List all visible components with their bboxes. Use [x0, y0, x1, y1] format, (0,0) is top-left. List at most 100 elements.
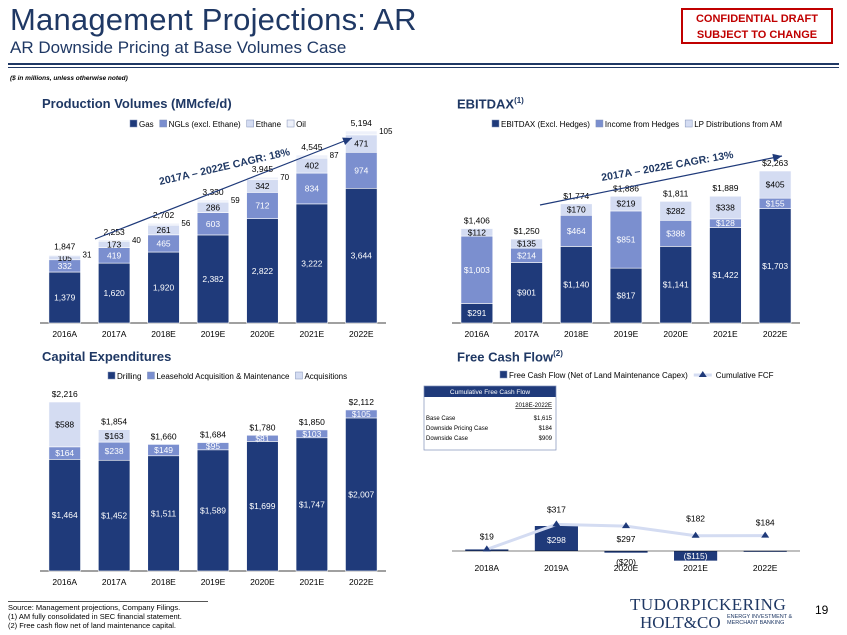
- capex-xtick-2: 2018E: [151, 577, 176, 587]
- capex-label-0-1: $1,452: [101, 511, 127, 521]
- production-heading: Production Volumes (MMcfe/d): [42, 96, 232, 111]
- ebitdax-xtick-0: 2016A: [465, 329, 490, 339]
- production-label-3-3: 59: [231, 196, 240, 205]
- capex-label-2-1: $163: [105, 431, 124, 441]
- production-bar-0-3: [196, 234, 230, 324]
- capex-legend-swatch: [107, 371, 116, 380]
- fcf-table-row-label: Downside Pricing Case: [426, 426, 489, 432]
- production-legend-swatch: [159, 119, 167, 128]
- fcf-xtick-4: 2022E: [753, 563, 778, 573]
- capex-label-0-6: $2,007: [348, 489, 374, 499]
- ebitdax-label-0-2: $1,140: [563, 280, 589, 290]
- ebitdax-legend-label: Income from Hedges: [605, 120, 679, 129]
- production-label-1-6: 974: [354, 165, 368, 175]
- capex-legend-label: Acquisitions: [304, 372, 347, 381]
- capex-total-6: $2,112: [349, 397, 375, 407]
- ebitdax-bar-2-4: [659, 201, 692, 221]
- production-bar-0-6: [345, 187, 378, 324]
- production-xtick-5: 2021E: [300, 329, 325, 339]
- production-label-3-1: 40: [132, 236, 141, 245]
- production-xtick-2: 2018E: [151, 329, 176, 339]
- capex-bar-0-2: [147, 455, 180, 572]
- capex-label-1-5: $103: [302, 429, 321, 439]
- capex-bar-1-4: [246, 434, 279, 442]
- production-label-0-6: 3,644: [351, 251, 373, 261]
- page-subtitle: AR Downside Pricing at Base Volumes Case: [10, 38, 347, 57]
- ebitdax-xtick-5: 2021E: [713, 329, 738, 339]
- fcf-table-row-label: Downside Case: [426, 436, 469, 442]
- production-label-2-6: 471: [354, 139, 368, 149]
- capex-legend-label: Drilling: [117, 372, 141, 381]
- production-label-3-5: 87: [330, 151, 339, 160]
- capex-bar-2-0: [48, 401, 81, 448]
- capex-total-3: $1,684: [200, 430, 226, 440]
- ebitdax-label-2-6: $405: [766, 180, 785, 190]
- production-label-0-5: 3,222: [301, 258, 323, 268]
- production-label-0-2: 1,920: [153, 283, 175, 293]
- capex-bar-0-5: [295, 437, 328, 572]
- fcf-table-header-bg: [424, 386, 556, 397]
- production-label-0-3: 2,382: [202, 274, 224, 284]
- ebitdax-label-2-3: $219: [617, 199, 636, 209]
- ebitdax-legend-label: EBITDAX (Excl. Hedges): [501, 120, 590, 129]
- fcf-line-label-1: $317: [547, 504, 566, 514]
- capex-xtick-4: 2020E: [250, 577, 275, 587]
- production-label-3-2: 56: [181, 219, 190, 228]
- ebitdax-label-0-6: $1,703: [762, 261, 788, 271]
- production-xtick-4: 2020E: [250, 329, 275, 339]
- capex-total-1: $1,854: [101, 417, 127, 427]
- ebitdax-bar-2-2: [560, 203, 593, 216]
- capex-xtick-6: 2022E: [349, 577, 374, 587]
- ebitdax-arrow-line: [539, 155, 783, 206]
- capex-legend-swatch: [147, 371, 155, 380]
- production-label-1-1: 419: [107, 250, 121, 260]
- fcf-bar-3: [674, 551, 718, 561]
- capex-bar-1-5: [295, 429, 328, 439]
- production-total-6: 5,194: [351, 118, 373, 128]
- ebitdax-arrow-head: [772, 153, 782, 162]
- fcf-line-label-0: $19: [480, 531, 494, 541]
- ebitdax-label-1-1: $214: [517, 250, 536, 260]
- fcf-xtick-1: 2019A: [544, 563, 569, 573]
- production-label-1-2: 465: [156, 238, 170, 248]
- fcf-xtick-3: 2021E: [683, 563, 708, 573]
- fcf-heading: Free Cash Flow(2): [457, 349, 563, 364]
- ebitdax-bar-0-3: [609, 267, 643, 324]
- capex-label-0-5: $1,747: [299, 499, 325, 509]
- ebitdax-total-2: $1,774: [563, 191, 589, 201]
- footer-rule: [8, 601, 208, 602]
- ebitdax-bar-1-0: [460, 235, 494, 304]
- production-bar-1-6: [345, 151, 378, 189]
- capex-bar-1-3: [196, 442, 230, 451]
- production-legend-label: Oil: [296, 120, 306, 129]
- ebitdax-label-1-6: $155: [766, 198, 785, 208]
- ebitdax-xtick-4: 2020E: [663, 329, 688, 339]
- fcf-table-col: 2018E-2022E: [515, 403, 552, 409]
- ebitdax-legend-label: LP Distributions from AM: [694, 120, 782, 129]
- production-label-3-4: 70: [280, 173, 289, 182]
- production-bar-3-1: [98, 239, 131, 242]
- ebitdax-heading-sup: (1): [514, 96, 524, 105]
- capex-chart: Drilling Leasehold Acquisition & Maintena…: [40, 371, 386, 587]
- fcf-xtick-0: 2018A: [475, 563, 500, 573]
- ebitdax-bar-2-1: [510, 238, 543, 249]
- ebitdax-total-5: $1,889: [712, 183, 738, 193]
- logo-tagline: ENERGY INVESTMENT & MERCHANT BANKING: [727, 614, 793, 626]
- production-legend-swatch: [129, 119, 138, 128]
- production-bar-0-2: [147, 251, 180, 324]
- ebitdax-total-3: $1,886: [613, 183, 639, 193]
- production-xtick-0: 2016A: [52, 329, 77, 339]
- ebitdax-total-0: $1,406: [464, 216, 490, 226]
- production-xtick-3: 2019E: [201, 329, 226, 339]
- capex-label-1-6: $105: [352, 409, 371, 419]
- fcf-bar-2: [604, 551, 648, 553]
- fcf-legend-label: Free Cash Flow (Net of Land Maintenance …: [509, 371, 688, 380]
- production-label-1-3: 603: [206, 219, 220, 229]
- fcf-xtick-2: 2020E: [614, 563, 639, 573]
- production-chart: Gas NGLs (excl. Ethane) Ethane Oil1,3793321…: [40, 118, 393, 339]
- confidential-line-2: SUBJECT TO CHANGE: [696, 29, 818, 41]
- fcf-line-marker-1: [552, 520, 561, 527]
- production-bar-3-2: [147, 222, 180, 226]
- fcf-table-row-value: $909: [539, 436, 553, 442]
- capex-xtick-5: 2021E: [300, 577, 325, 587]
